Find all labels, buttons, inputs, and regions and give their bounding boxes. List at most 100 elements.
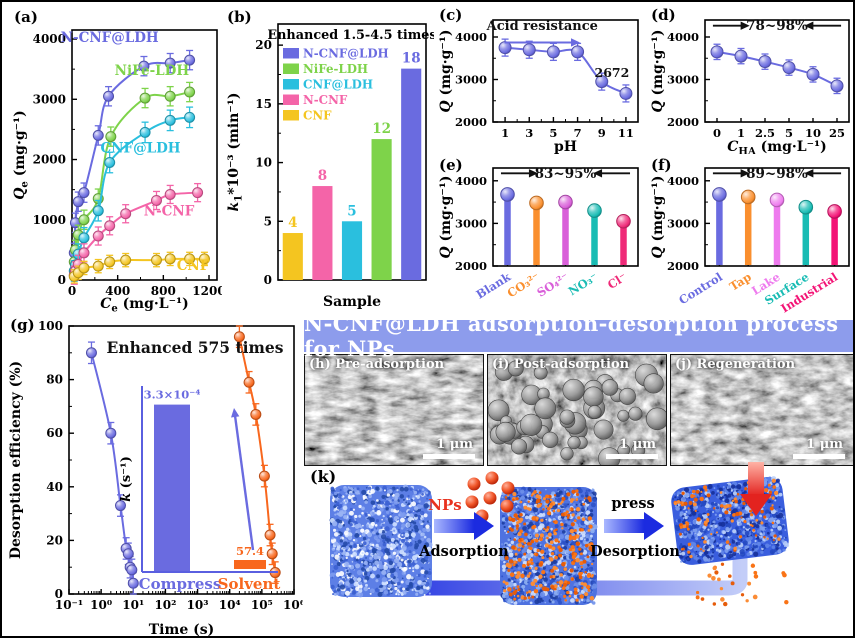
schematic-panel: (k) NPs Adsorption press Desorption: [310, 462, 790, 607]
svg-text:0: 0: [55, 587, 63, 601]
svg-text:57.4: 57.4: [236, 544, 264, 558]
svg-text:N-CNF: N-CNF: [303, 93, 348, 107]
sem-post-adsorption-scale-bar: [606, 454, 658, 459]
svg-text:Enhanced 1.5-4.5 times: Enhanced 1.5-4.5 times: [267, 28, 434, 43]
panel-g-chart: 0 20 40 60 80 100 10⁻¹ 10⁰ 10¹ 10² 10³ 10⁴ 10⁵ 10⁶ Tim…: [8, 319, 303, 636]
svg-text:10³: 10³: [187, 598, 209, 612]
sem-post-adsorption-scale-text: 1 μm: [619, 437, 656, 452]
svg-text:18: 18: [402, 51, 421, 67]
svg-text:12: 12: [372, 121, 391, 137]
svg-text:0: 0: [68, 284, 76, 298]
sem-regeneration-scale-text: 1 μm: [806, 437, 843, 452]
svg-text:2000: 2000: [455, 115, 487, 129]
svg-text:3000: 3000: [33, 92, 66, 106]
svg-text:3000: 3000: [455, 216, 487, 230]
svg-text:20: 20: [46, 533, 63, 547]
svg-text:Q (mg·g⁻¹): Q (mg·g⁻¹): [650, 29, 666, 112]
svg-text:NiFe-LDH: NiFe-LDH: [115, 63, 190, 79]
sem-regeneration: (j) Regeneration 1 μm: [670, 354, 853, 466]
svg-text:Ce (mg·L⁻¹): Ce (mg·L⁻¹): [100, 296, 189, 312]
svg-text:10: 10: [255, 156, 272, 170]
svg-text:NO₃⁻: NO₃⁻: [566, 270, 600, 299]
svg-text:8: 8: [318, 168, 327, 184]
svg-text:2000: 2000: [33, 153, 66, 167]
process-header-title: N-CNF@LDH adsorption-desorption process …: [304, 311, 839, 361]
svg-text:10⁵: 10⁵: [251, 598, 273, 612]
svg-text:100: 100: [38, 319, 63, 333]
svg-text:4000: 4000: [455, 30, 487, 44]
svg-text:9: 9: [598, 126, 606, 140]
adsorbed-np-spheres: [488, 360, 666, 465]
sem-post-adsorption-image: [488, 355, 666, 465]
svg-text:k (s⁻¹): k (s⁻¹): [119, 456, 134, 502]
svg-text:78~98%: 78~98%: [746, 18, 808, 34]
svg-text:5: 5: [264, 214, 272, 228]
svg-text:k1*10⁻³ (min⁻¹): k1*10⁻³ (min⁻¹): [226, 93, 245, 212]
panel-c-chart: 2000 3000 4000 1 3 5 7 9 11 pH Q (mg·g⁻¹) Acid resi…: [438, 19, 639, 154]
svg-text:400: 400: [105, 284, 130, 298]
svg-text:5: 5: [347, 203, 356, 219]
svg-text:CNF@LDH: CNF@LDH: [100, 140, 180, 156]
svg-text:80: 80: [46, 373, 63, 387]
adsorption-arrowhead: [474, 512, 494, 540]
svg-text:800: 800: [151, 284, 176, 298]
svg-text:10²: 10²: [154, 598, 176, 612]
svg-text:Qe (mg·g⁻¹): Qe (mg·g⁻¹): [12, 110, 31, 200]
panel-d-label: (d): [651, 6, 676, 24]
svg-text:15: 15: [255, 97, 272, 111]
desorption-label: Desorption: [590, 543, 680, 560]
svg-text:Compress: Compress: [139, 575, 222, 593]
svg-text:Desorption efficiency (%): Desorption efficiency (%): [8, 361, 24, 559]
svg-text:2000: 2000: [455, 259, 487, 273]
press-arrowhead: [740, 494, 772, 516]
svg-text:Control: Control: [676, 269, 725, 307]
svg-text:Sample: Sample: [323, 294, 381, 310]
adsorption-label: Adsorption: [418, 543, 509, 560]
svg-text:10⁻¹: 10⁻¹: [55, 598, 83, 612]
svg-text:N-CNF@LDH: N-CNF@LDH: [61, 30, 159, 46]
sponge-adsorbed: [499, 486, 598, 605]
svg-text:3000: 3000: [667, 73, 699, 87]
svg-text:SO₄²⁻: SO₄²⁻: [534, 270, 571, 300]
sem-pre-adsorption-caption: (h) Pre-adsorption: [309, 357, 445, 372]
svg-text:1: 1: [737, 126, 745, 140]
svg-text:3000: 3000: [667, 216, 699, 230]
svg-text:pH: pH: [554, 139, 577, 154]
sponge-clean: [329, 484, 433, 598]
svg-text:4000: 4000: [33, 32, 66, 46]
panel-k-label: (k): [310, 467, 336, 486]
svg-text:N-CNF@LDH: N-CNF@LDH: [303, 47, 389, 61]
desorption-arrow: [604, 519, 644, 533]
panel-a-label: (a): [14, 8, 38, 26]
sponge-compressed: [671, 476, 790, 565]
adsorption-arrow: [434, 519, 474, 533]
svg-text:7: 7: [574, 126, 582, 140]
svg-text:2672: 2672: [595, 65, 630, 80]
svg-text:3: 3: [525, 126, 533, 140]
svg-text:89~98%: 89~98%: [746, 166, 808, 182]
panel-b-label: (b): [227, 8, 252, 26]
svg-text:4000: 4000: [455, 174, 487, 188]
svg-text:2000: 2000: [667, 115, 699, 129]
svg-text:60: 60: [46, 426, 63, 440]
svg-text:40: 40: [46, 480, 63, 494]
svg-text:NiFe-LDH: NiFe-LDH: [303, 62, 368, 76]
released-nps-dots: [695, 562, 789, 607]
svg-text:3000: 3000: [455, 73, 487, 87]
svg-text:Solvent: Solvent: [218, 575, 281, 593]
panel-c-label: (c): [439, 6, 463, 24]
svg-text:1: 1: [501, 126, 509, 140]
svg-text:Q (mg·g⁻¹): Q (mg·g⁻¹): [650, 175, 666, 258]
process-header: N-CNF@LDH adsorption-desorption process …: [304, 311, 853, 361]
panel-a-chart: 0 1000 2000 3000 4000 0 400 800 1200Ce (mg·L⁻¹) Q…: [12, 29, 222, 312]
svg-text:0: 0: [713, 126, 721, 140]
svg-text:83~95%: 83~95%: [535, 166, 597, 182]
svg-text:CNF@LDH: CNF@LDH: [303, 78, 373, 92]
svg-text:10: 10: [805, 126, 821, 140]
svg-text:Tap: Tap: [727, 270, 754, 294]
svg-text:2000: 2000: [667, 259, 699, 273]
